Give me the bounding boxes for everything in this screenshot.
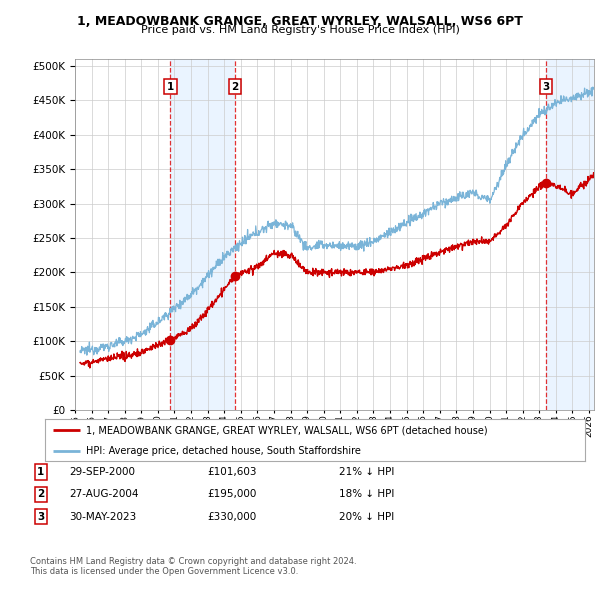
Bar: [170, 59, 235, 410]
Text: £195,000: £195,000: [207, 490, 256, 499]
Text: 29-SEP-2000: 29-SEP-2000: [69, 467, 135, 477]
Text: 1: 1: [37, 467, 44, 477]
Text: 2: 2: [232, 81, 239, 91]
Bar: [546, 59, 594, 410]
Text: 2: 2: [37, 490, 44, 499]
Text: £330,000: £330,000: [207, 512, 256, 522]
Text: 1, MEADOWBANK GRANGE, GREAT WYRLEY, WALSALL, WS6 6PT (detached house): 1, MEADOWBANK GRANGE, GREAT WYRLEY, WALS…: [86, 425, 487, 435]
Text: 1: 1: [167, 81, 174, 91]
Text: Contains HM Land Registry data © Crown copyright and database right 2024.: Contains HM Land Registry data © Crown c…: [30, 558, 356, 566]
Text: 3: 3: [542, 81, 550, 91]
Bar: [546, 59, 594, 410]
Text: This data is licensed under the Open Government Licence v3.0.: This data is licensed under the Open Gov…: [30, 567, 298, 576]
Text: 27-AUG-2004: 27-AUG-2004: [69, 490, 139, 499]
Text: 21% ↓ HPI: 21% ↓ HPI: [339, 467, 394, 477]
Text: £101,603: £101,603: [207, 467, 257, 477]
Text: 3: 3: [37, 512, 44, 522]
Text: 20% ↓ HPI: 20% ↓ HPI: [339, 512, 394, 522]
Text: 1, MEADOWBANK GRANGE, GREAT WYRLEY, WALSALL, WS6 6PT: 1, MEADOWBANK GRANGE, GREAT WYRLEY, WALS…: [77, 15, 523, 28]
Text: 18% ↓ HPI: 18% ↓ HPI: [339, 490, 394, 499]
Text: Price paid vs. HM Land Registry's House Price Index (HPI): Price paid vs. HM Land Registry's House …: [140, 25, 460, 35]
Text: 30-MAY-2023: 30-MAY-2023: [69, 512, 136, 522]
Text: HPI: Average price, detached house, South Staffordshire: HPI: Average price, detached house, Sout…: [86, 446, 361, 455]
